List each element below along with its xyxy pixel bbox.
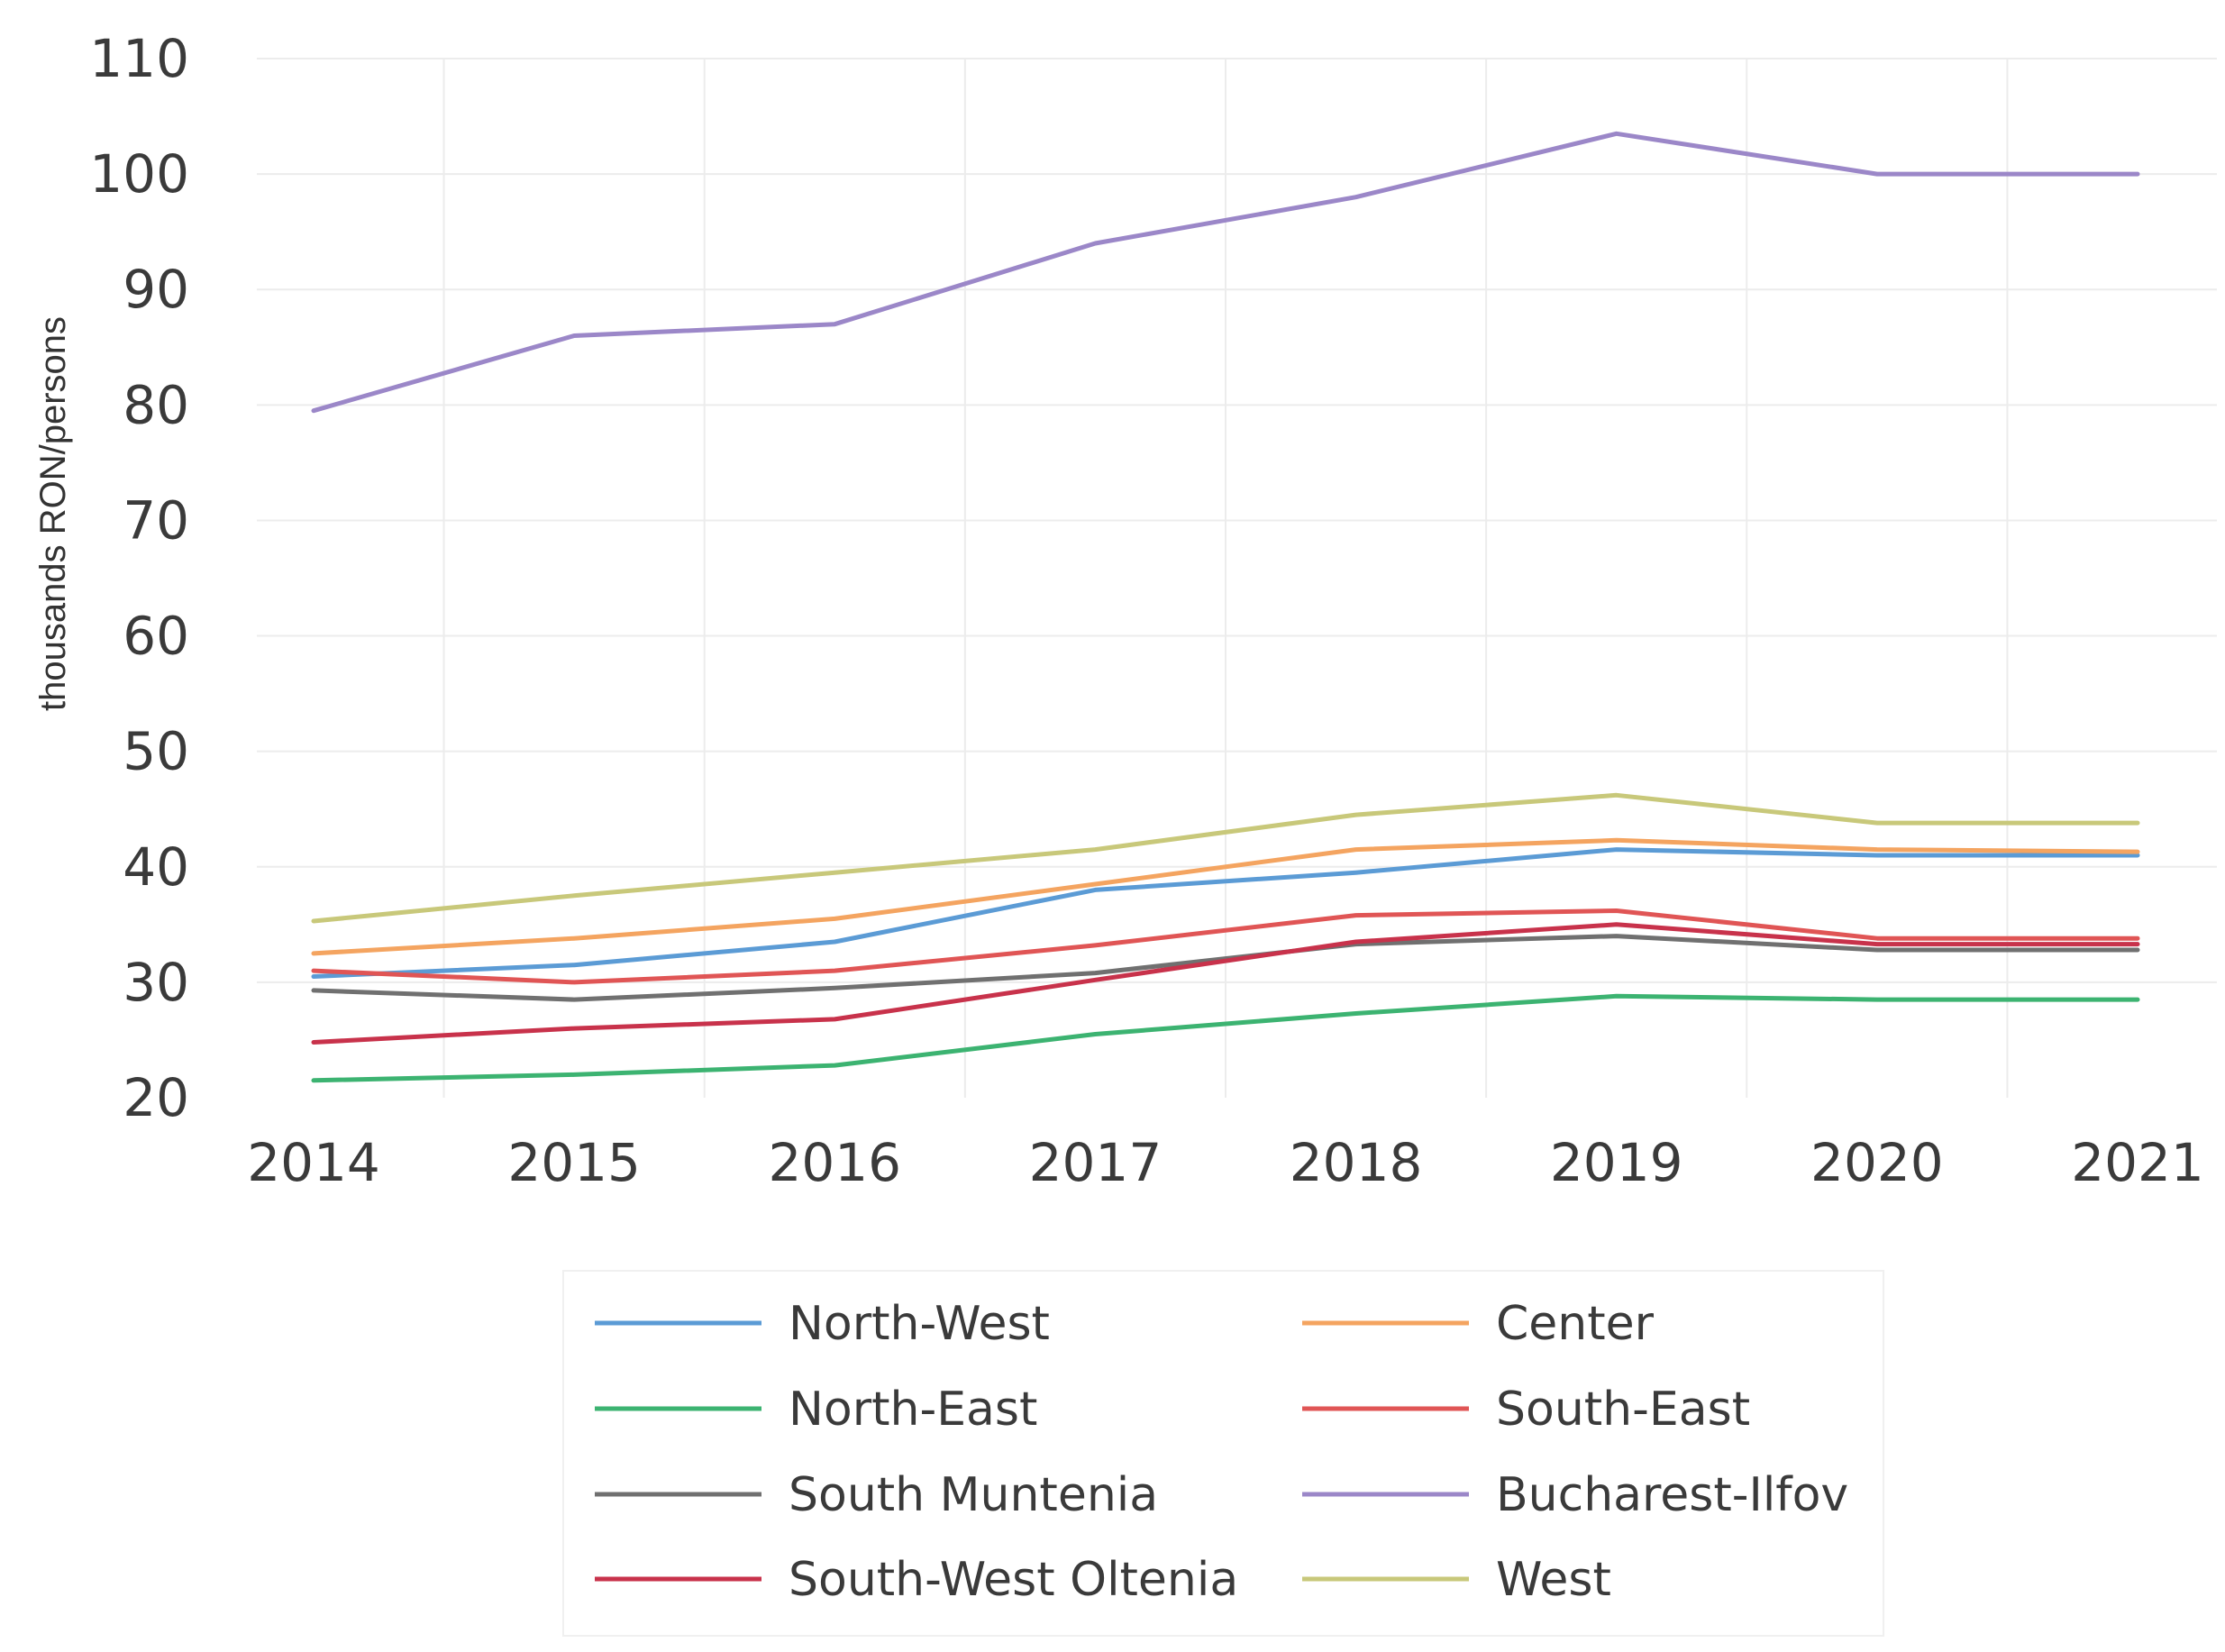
legend-label-south-west-oltenia: South-West Oltenia [789, 1553, 1238, 1607]
x-axis-ticks: 2014 2015 2016 2017 2018 2019 2020 2021 [247, 1132, 2204, 1193]
series-line-south-muntenia [311, 934, 2140, 1002]
series-line-north-east [311, 993, 2140, 1083]
series-line-south-east [311, 908, 2140, 985]
series-line-south-west-oltenia [311, 922, 2140, 1045]
legend-label-south-muntenia: South Muntenia [789, 1468, 1158, 1522]
x-tick-label: 2021 [2071, 1132, 2204, 1193]
x-tick-label: 2015 [507, 1132, 641, 1193]
y-tick-label: 70 [123, 489, 189, 551]
series-line-west [311, 792, 2140, 924]
legend-box [562, 1270, 1884, 1637]
legend-label-north-west: North-West [789, 1297, 1050, 1351]
series-line-bucharest-ilfov [311, 131, 2140, 414]
y-tick-label: 60 [123, 606, 189, 667]
x-tick-label: 2019 [1550, 1132, 1683, 1193]
series [311, 131, 2140, 1083]
legend: North-West Center North-East South-East Sout… [562, 1270, 1884, 1637]
y-axis-label: thousands RON/persons [33, 316, 73, 711]
y-tick-label: 40 [123, 836, 189, 898]
y-axis-ticks: 20 30 40 50 60 70 80 90 100 110 [89, 28, 189, 1128]
x-tick-label: 2016 [768, 1132, 901, 1193]
x-tick-label: 2017 [1029, 1132, 1163, 1193]
legend-label-center: Center [1496, 1297, 1655, 1351]
x-tick-label: 2020 [1810, 1132, 1944, 1193]
x-tick-label: 2018 [1290, 1132, 1423, 1193]
series-line-north-west [311, 847, 2140, 979]
legend-label-west: West [1496, 1553, 1611, 1607]
legend-label-south-east: South-East [1496, 1383, 1750, 1437]
series-line-center [311, 837, 2140, 956]
y-tick-label: 110 [89, 28, 189, 89]
x-tick-label: 2014 [247, 1132, 380, 1193]
y-tick-label: 50 [123, 721, 189, 782]
y-tick-label: 80 [123, 374, 189, 435]
grid [257, 58, 2217, 1098]
y-tick-label: 20 [123, 1067, 189, 1128]
legend-label-north-east: North-East [789, 1383, 1037, 1437]
y-tick-label: 90 [123, 259, 189, 320]
y-tick-label: 30 [123, 952, 189, 1013]
legend-label-bucharest-ilfov: Bucharest-Ilfov [1496, 1468, 1848, 1522]
y-tick-label: 100 [89, 143, 189, 205]
